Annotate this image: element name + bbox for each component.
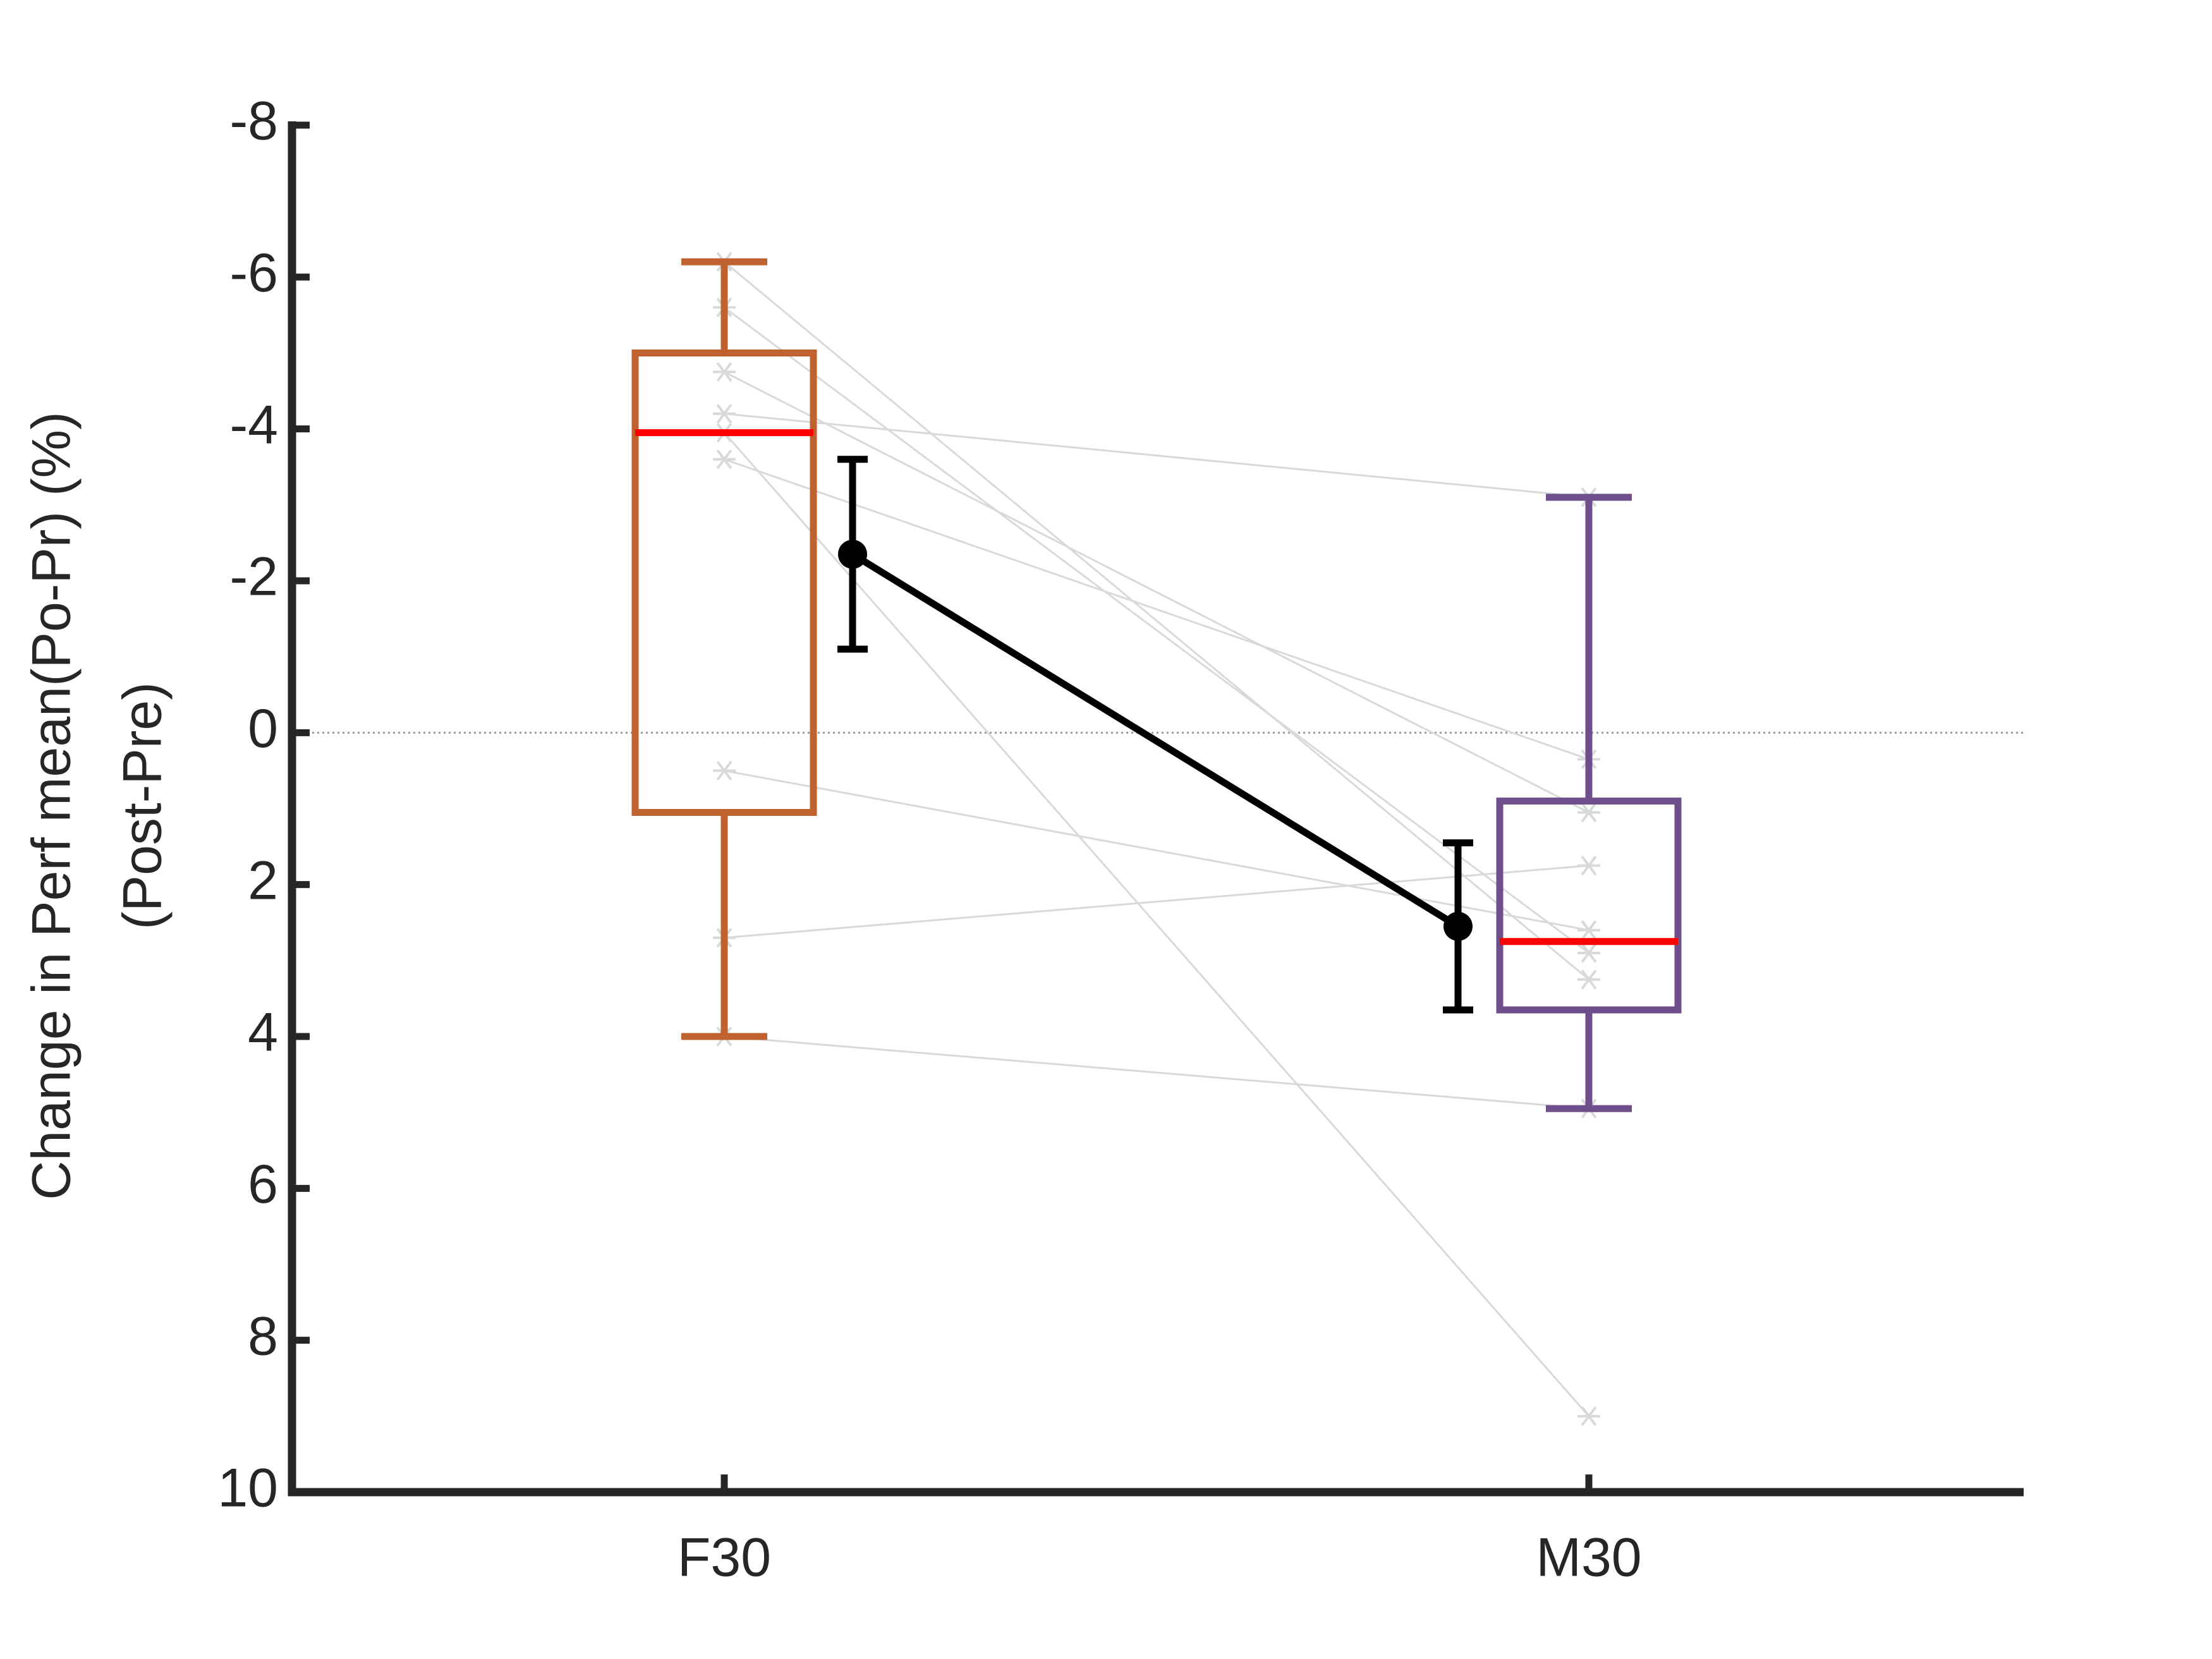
x-tick-label: F30 [678, 1528, 771, 1588]
y-tick-label: 6 [248, 1154, 278, 1215]
subject-line [724, 769, 1589, 932]
subject-point [1577, 1406, 1600, 1426]
y-tick-label: 2 [248, 850, 278, 911]
y-axis-label: Change in Perf mean(Po-Pr) (%) [21, 411, 82, 1200]
subject-point [1577, 969, 1600, 990]
subject-point [1577, 802, 1600, 823]
mean-point [1443, 911, 1473, 941]
subject-point [713, 760, 736, 781]
y-tick-label: 0 [248, 698, 278, 759]
subject-point [1577, 943, 1600, 963]
subject-point [713, 404, 736, 424]
x-tick-label: M30 [1536, 1528, 1641, 1588]
y-tick-label: -6 [230, 243, 278, 303]
subject-point [1577, 920, 1600, 940]
y-tick-label: 8 [248, 1306, 278, 1366]
subject-point [1577, 856, 1600, 876]
subject-point [713, 362, 736, 382]
subject-line [724, 261, 1589, 981]
y-tick-label: -2 [230, 547, 278, 607]
subject-line [724, 371, 1589, 813]
y-tick-label: -8 [230, 91, 278, 152]
y-tick-label: 10 [217, 1458, 278, 1519]
y-axis-label: (Post-Pre) [112, 682, 173, 930]
box [631, 349, 817, 817]
y-tick-label: 4 [248, 1002, 278, 1063]
subject-line [724, 865, 1589, 939]
subject-line [724, 1035, 1589, 1110]
subject-point [713, 449, 736, 470]
box [1496, 797, 1682, 1014]
subject-line [724, 413, 1589, 499]
y-tick-label: -4 [230, 394, 278, 455]
mean-line [851, 551, 1460, 930]
subject-line [723, 432, 1590, 1417]
mean-point [838, 539, 867, 569]
subject-line [724, 458, 1589, 760]
